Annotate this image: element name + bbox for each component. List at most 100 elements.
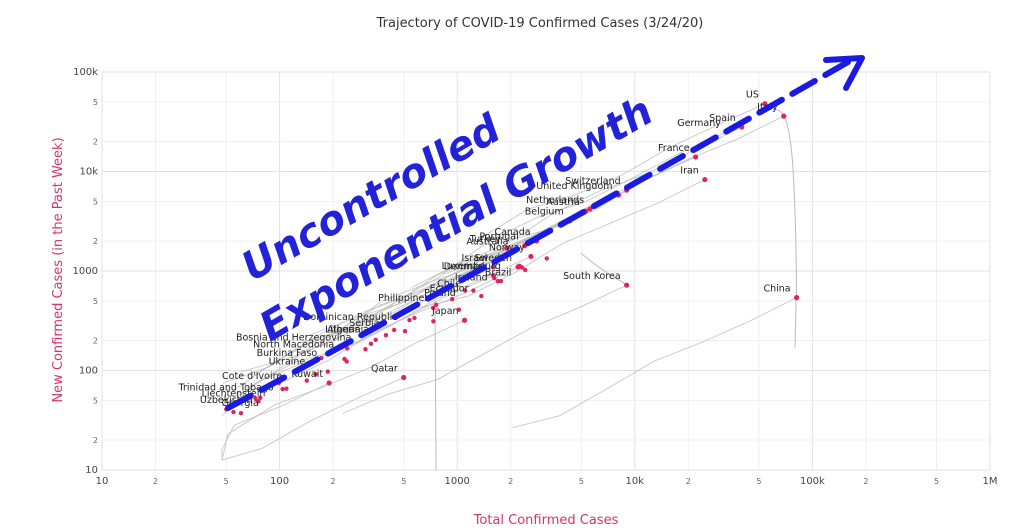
data-point	[363, 347, 368, 352]
country-label: Liechtenstein	[202, 388, 266, 399]
growth-arrowhead	[823, 55, 865, 91]
data-point	[258, 395, 263, 401]
country-label: Japan	[431, 306, 459, 317]
data-point	[280, 386, 285, 392]
y-tick-label: 5	[93, 197, 98, 206]
country-label: Spain	[709, 113, 736, 124]
data-point	[490, 264, 497, 270]
country-label: France	[658, 143, 690, 154]
country-label: Ireland	[455, 273, 488, 284]
x-tick-label: 5	[224, 477, 229, 486]
data-point	[456, 307, 462, 312]
data-point	[479, 293, 484, 299]
data-point	[495, 278, 501, 284]
country-label: Serbia	[349, 318, 379, 329]
chart-title: Trajectory of COVID-19 Confirmed Cases (…	[376, 16, 704, 31]
country-label: Australia	[466, 237, 508, 248]
x-tick-label: 5	[401, 477, 406, 486]
trajectory-line	[221, 377, 404, 461]
y-tick-label: 2	[93, 237, 98, 246]
country-label: Israel	[461, 253, 487, 264]
data-point	[471, 288, 476, 293]
x-tick-label: 1000	[444, 476, 469, 487]
data-point	[462, 288, 468, 293]
data-point	[407, 317, 412, 323]
country-label: US	[746, 90, 759, 101]
country-label: Cote d'Ivoire	[222, 371, 282, 382]
y-tick-label: 5	[93, 396, 98, 405]
data-point	[624, 282, 630, 288]
trajectory-line	[342, 284, 627, 414]
trajectory-line	[221, 275, 494, 417]
country-label: Luxembourg	[442, 261, 501, 272]
trajectory-line	[285, 220, 570, 364]
y-tick-label: 5	[93, 98, 98, 107]
data-point	[449, 296, 455, 302]
country-label: Uzbekistan	[200, 395, 252, 406]
data-point	[517, 263, 522, 268]
data-point	[794, 295, 800, 301]
country-label: Bosnia and Herzegovina	[236, 333, 351, 344]
x-tick-label: 2	[508, 477, 513, 486]
x-tick-label: 2	[153, 477, 158, 486]
country-label: Iran	[680, 166, 699, 177]
data-point	[461, 317, 468, 323]
x-tick-label: 10	[96, 476, 109, 487]
country-label: Philippines	[378, 293, 429, 304]
trajectory-line	[222, 247, 507, 384]
x-tick-label: 100k	[800, 476, 825, 487]
country-label: Turkey	[469, 234, 501, 245]
y-axis-title: New Confirmed Cases (in the Past Week)	[51, 137, 66, 402]
y-tick-label: 2	[93, 138, 98, 147]
country-label: United Kingdom	[536, 181, 612, 192]
y-tick-label: 2	[93, 436, 98, 445]
country-label: Qatar	[371, 364, 398, 375]
data-point	[313, 372, 318, 377]
trajectory-line	[480, 103, 766, 239]
country-label: Dominican Republic	[303, 312, 397, 323]
data-point	[256, 399, 261, 404]
data-point	[344, 359, 349, 364]
trajectory-line	[512, 297, 797, 429]
x-tick-label: 1M	[983, 476, 998, 487]
y-tick-label: 100	[79, 366, 98, 377]
trajectory-line	[233, 266, 519, 395]
country-label: China	[763, 284, 790, 295]
x-tick-label: 5	[934, 477, 939, 486]
y-tick-label: 10	[85, 465, 98, 476]
growth-arrow-line	[225, 59, 851, 411]
data-point	[498, 278, 504, 284]
data-point	[368, 341, 374, 347]
data-point	[762, 101, 768, 107]
country-label: Kuwait	[291, 369, 323, 380]
country-label: Canada	[494, 227, 530, 238]
trajectory-line	[434, 300, 437, 471]
x-tick-label: 5	[756, 477, 761, 486]
country-labels: USItalySpainGermanyFranceIranSwitzerland…	[178, 90, 791, 409]
trajectory-line	[442, 131, 728, 275]
data-point	[325, 369, 330, 374]
country-label: North Macedonia	[253, 340, 334, 351]
country-label: Germany	[677, 118, 721, 129]
y-tick-label: 5	[93, 297, 98, 306]
data-point	[492, 275, 497, 281]
x-tick-label: 2	[331, 477, 336, 486]
trajectory-line	[772, 108, 798, 298]
data-point	[504, 245, 510, 251]
country-label: Portugal	[479, 232, 518, 243]
axis-ticks: 10 2 5 100 2 5 1000 2 5 10k 2 5 100k 2 5 1M 10 2 5 100 2 5 100…	[73, 67, 998, 487]
data-point	[693, 154, 699, 160]
data-point	[702, 176, 708, 183]
trajectory-line	[420, 179, 706, 308]
trajectory-line	[794, 297, 797, 348]
country-label: Brazil	[485, 268, 512, 279]
trajectory-line	[230, 250, 515, 394]
x-tick-label: 5	[579, 477, 584, 486]
data-point	[401, 374, 407, 381]
data-point	[345, 346, 350, 351]
country-label: Algeria	[327, 325, 360, 336]
y-tick-label: 1000	[73, 266, 98, 277]
x-tick-label: 2	[686, 477, 691, 486]
data-point	[326, 380, 332, 386]
data-point	[431, 319, 436, 324]
